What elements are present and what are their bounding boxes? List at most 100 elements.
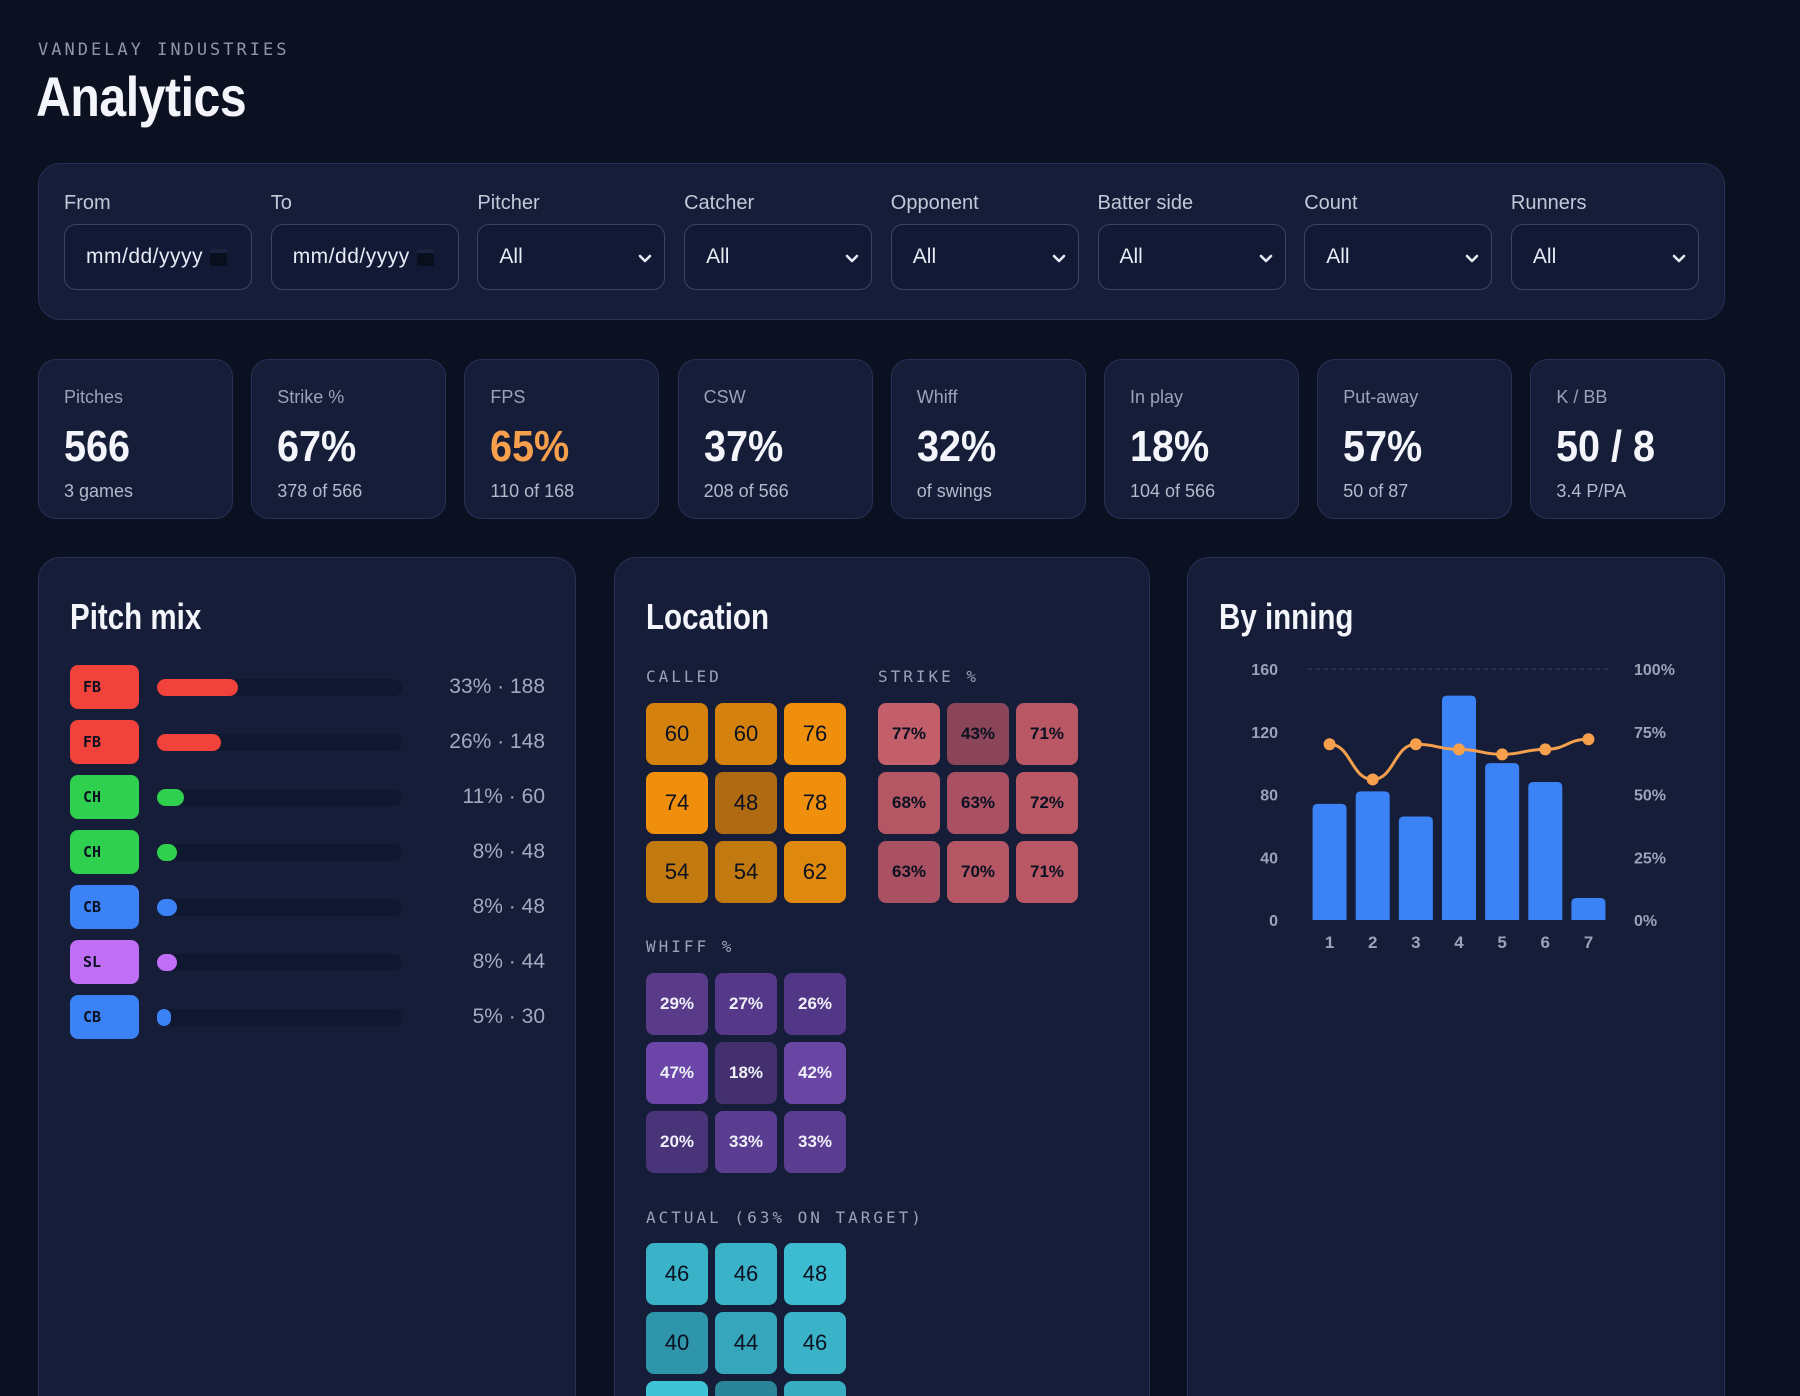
x-tick-label: 3 [1411, 933, 1420, 952]
kpi-value: 65% [490, 422, 570, 471]
location-title: Location [646, 596, 769, 637]
calendar-icon[interactable] [210, 249, 227, 266]
zone-cell: 60 [646, 703, 708, 765]
kpi-subtext: 110 of 168 [490, 481, 575, 501]
pitch-mix-title: Pitch mix [70, 596, 202, 637]
filter-to: To mm/dd/yyyy [246, 190, 459, 290]
zone-cell: 54 [646, 841, 708, 903]
chevron-down-icon [845, 247, 859, 263]
to-date-input[interactable]: mm/dd/yyyy [270, 224, 459, 290]
kpi-subtext: 104 of 566 [1130, 481, 1216, 501]
filter-bar: From mm/dd/yyyy To mm/dd/yyyy Pitcher All Catc… [38, 163, 1725, 320]
by-inning-chart: 0 40 80 120 160 0% 25% 50% 75% 100% 1 2 3 4 5 6 7 [1251, 662, 1675, 952]
pitch-type-badge: FB [70, 665, 139, 709]
filter-label-runners: Runners [1510, 192, 1587, 214]
by-inning-panel: By inning 0 40 80 120 160 0% 25% 50% 75% 100% 1 2 3 4… [1187, 557, 1725, 1396]
pitch-mix-row: CB 5% · 30 [70, 995, 545, 1039]
pitcher-select[interactable]: All [477, 224, 666, 290]
filter-catcher: Catcher All [659, 190, 873, 290]
count-selected-value: All [1326, 245, 1350, 268]
actual-label: ACTUAL (63% ON TARGET) [646, 1208, 924, 1227]
kpi-label: In play [1130, 387, 1184, 407]
pitch-share-value: 26% · 148 [449, 730, 545, 753]
filter-pitcher: Pitcher All [452, 190, 666, 290]
kpi-card-k-bb: K / BB 50 / 8 3.4 P/PA [1530, 359, 1726, 519]
zone-cell: 48 [784, 1243, 846, 1305]
kpi-subtext: 378 of 566 [277, 481, 363, 501]
zone-cell: 46 [715, 1243, 777, 1305]
from-date-input[interactable]: mm/dd/yyyy [64, 224, 252, 290]
zone-cell: 68% [878, 772, 940, 834]
kpi-subtext: 3 games [64, 481, 134, 501]
page-title: Analytics [36, 65, 247, 128]
zone-cell: 43% [947, 703, 1009, 765]
pitch-share-bar [157, 789, 184, 806]
kpi-subtext: of swings [916, 481, 992, 501]
pitch-share-value: 33% · 188 [449, 675, 545, 698]
pitch-type-badge: SL [70, 940, 139, 984]
zone-cell [784, 1381, 846, 1396]
y-tick-left: 80 [1260, 788, 1278, 805]
zone-cell: 76 [784, 703, 846, 765]
calendar-icon[interactable] [416, 249, 434, 266]
kpi-value: 50 / 8 [1556, 422, 1656, 471]
line-point [1582, 733, 1595, 746]
line-point [1323, 738, 1336, 751]
batter-side-select[interactable]: All [1097, 224, 1286, 290]
zone-cell: 27% [715, 973, 777, 1035]
batter-side-selected-value: All [1119, 245, 1143, 268]
chevron-down-icon [1672, 247, 1686, 263]
from-date-placeholder: mm/dd/yyyy [86, 245, 204, 268]
line-point [1453, 743, 1465, 756]
to-date-placeholder: mm/dd/yyyy [292, 245, 410, 268]
called-label: CALLED [646, 667, 722, 686]
zone-cell: 70% [947, 841, 1009, 903]
y-tick-left: 120 [1251, 725, 1278, 742]
kpi-row: Pitches 566 3 games Strike % 67% 378 of 566 FP… [38, 359, 1726, 519]
count-select[interactable]: All [1304, 224, 1493, 290]
kpi-label: Strike % [277, 387, 345, 407]
x-tick-label: 5 [1497, 933, 1506, 952]
pitch-type-badge: CH [70, 830, 139, 874]
pitch-share-track [157, 1009, 402, 1026]
pitch-share-track [157, 954, 402, 971]
zone-cell [646, 1381, 708, 1396]
kpi-card-fps: FPS 65% 110 of 168 [464, 359, 660, 519]
catcher-selected-value: All [706, 245, 730, 268]
pitch-mix-row: FB 33% · 188 [70, 665, 545, 709]
pitch-type-badge: CB [70, 885, 139, 929]
zone-cell: 33% [784, 1111, 846, 1173]
zone-cell: 33% [715, 1111, 777, 1173]
line-point [1496, 748, 1509, 761]
opponent-select[interactable]: All [890, 224, 1079, 290]
zone-cell: 29% [646, 973, 708, 1035]
kpi-label: Pitches [64, 387, 124, 407]
x-tick-label: 7 [1584, 933, 1593, 952]
pitch-share-value: 8% · 48 [472, 840, 545, 863]
filter-from: From mm/dd/yyyy [39, 190, 252, 290]
kpi-card-pitches: Pitches 566 3 games [38, 359, 233, 519]
pitch-share-value: 8% · 44 [472, 950, 545, 973]
chevron-down-icon [1259, 247, 1273, 263]
line-point [1539, 743, 1552, 756]
kpi-value: 18% [1130, 422, 1210, 471]
catcher-select[interactable]: All [684, 224, 873, 290]
pitch-share-bar [157, 844, 177, 861]
inning-bar [1528, 781, 1563, 920]
pitch-mix-row: CH 11% · 60 [70, 775, 545, 819]
zone-cell: 71% [1016, 841, 1078, 903]
pitch-mix-row: SL 8% · 44 [70, 940, 545, 984]
y-tick-right: 25% [1634, 850, 1666, 867]
inning-bar [1442, 695, 1476, 920]
kpi-subtext: 208 of 566 [703, 481, 789, 501]
filter-label-to: To [270, 192, 292, 214]
pitch-share-track [157, 844, 402, 861]
kpi-card-whiff: Whiff 32% of swings [890, 359, 1086, 519]
y-tick-left: 160 [1251, 662, 1278, 679]
kpi-value: 57% [1343, 422, 1423, 471]
inning-bar [1571, 898, 1606, 920]
runners-select[interactable]: All [1510, 224, 1699, 290]
pitch-share-track [157, 899, 402, 916]
kpi-value: 32% [916, 422, 997, 471]
x-tick-label: 4 [1454, 933, 1464, 952]
